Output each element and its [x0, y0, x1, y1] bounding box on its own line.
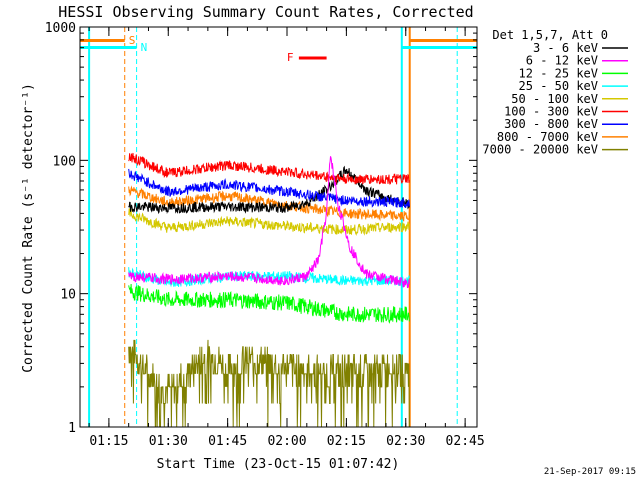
- series-line-2: [128, 156, 410, 289]
- y-tick-label: 10: [60, 288, 76, 303]
- y-axis-label: Corrected Count Rate (s⁻¹ detector⁻¹): [21, 83, 36, 373]
- y-tick-label: 1000: [45, 21, 76, 36]
- series-line-1: [128, 165, 410, 215]
- night-bar-2: [401, 46, 477, 49]
- series-line-7: [128, 168, 410, 209]
- saa-bar-2: [409, 39, 477, 42]
- flag-label-saa: S: [129, 34, 136, 47]
- axis-ticks: 1 10 100 1000 01:15 01:30 01:45 02:00 02:15 02:30…: [45, 21, 485, 449]
- footer-timestamp: 21-Sep-2017 09:15: [544, 467, 636, 477]
- legend-label: 12 - 25 keV: [519, 66, 598, 80]
- x-tick-label: 01:15: [89, 434, 128, 449]
- series-line-3: [128, 283, 410, 324]
- series-line-6: [128, 152, 410, 185]
- series-line-5: [128, 208, 410, 236]
- x-tick-label: 01:30: [149, 434, 188, 449]
- x-tick-label: 02:00: [267, 434, 306, 449]
- night-bar-1: [80, 46, 137, 49]
- legend-header: Det 1,5,7, Att 0: [492, 28, 608, 42]
- legend-label: 6 - 12 keV: [526, 54, 598, 68]
- legend-label: 3 - 6 keV: [533, 41, 598, 55]
- legend-label: 800 - 7000 keV: [497, 130, 598, 144]
- chart-title: HESSI Observing Summary Count Rates, Cor…: [58, 3, 473, 21]
- x-tick-label: 02:30: [386, 434, 425, 449]
- x-tick-label: 01:45: [208, 434, 247, 449]
- y-tick-label: 1: [68, 421, 76, 436]
- flag-label-flare: F: [287, 51, 294, 64]
- x-tick-label: 02:15: [327, 434, 366, 449]
- flag-label-night: N: [141, 41, 148, 54]
- series-line-9: [128, 339, 410, 428]
- saa-bar-1: [80, 39, 125, 42]
- plot-frame: [79, 26, 478, 428]
- x-tick-label: 02:45: [446, 434, 485, 449]
- legend-label: 25 - 50 keV: [519, 79, 598, 93]
- y-tick-label: 100: [53, 154, 76, 169]
- legend-label: 300 - 800 keV: [504, 117, 598, 131]
- legend-label: 7000 - 20000 keV: [482, 143, 598, 157]
- legend-label: 50 - 100 keV: [511, 92, 598, 106]
- plot-area: SN F: [80, 27, 477, 428]
- series-line-8: [128, 185, 410, 222]
- x-axis-label: Start Time (23-Oct-15 01:07:42): [157, 457, 400, 472]
- legend-label: 100 - 300 keV: [504, 105, 598, 119]
